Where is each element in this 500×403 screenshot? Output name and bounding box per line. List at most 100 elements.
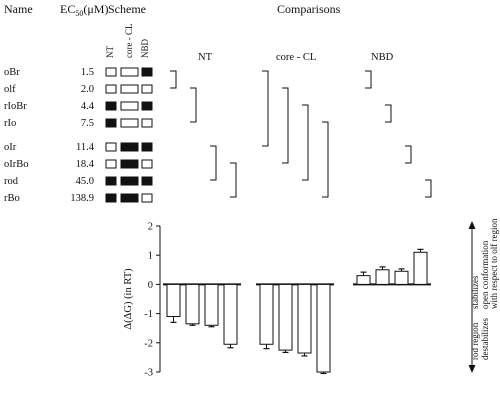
comparison-group-label: core - CL bbox=[276, 52, 316, 63]
header-name: Name bbox=[4, 2, 33, 16]
comparison-bracket bbox=[365, 70, 372, 89]
y-tick-label: -2 bbox=[144, 338, 153, 349]
bar bbox=[413, 251, 428, 285]
construct-name: oIr bbox=[4, 142, 17, 153]
comparison-bracket bbox=[230, 162, 237, 198]
scheme-box bbox=[105, 67, 117, 77]
comparison-bracket bbox=[262, 70, 269, 147]
bar bbox=[375, 269, 390, 285]
construct-row: oIr 11.4 bbox=[4, 142, 153, 153]
y-tick-label: -3 bbox=[144, 368, 153, 379]
y-tick-label: -1 bbox=[144, 309, 153, 320]
scheme-box bbox=[141, 84, 153, 94]
y-tick-label: 2 bbox=[148, 222, 153, 233]
bar bbox=[316, 283, 331, 373]
comparison-bracket bbox=[170, 70, 177, 89]
header-scheme: Scheme bbox=[108, 2, 146, 16]
scheme-box bbox=[141, 142, 153, 152]
construct-row: rBo 138.9 bbox=[4, 193, 153, 204]
header-comparisons: Comparisons bbox=[277, 2, 341, 16]
scheme-box bbox=[105, 159, 117, 169]
annotation-line: stabilizes bbox=[470, 275, 480, 309]
comparison-bracket bbox=[190, 87, 197, 123]
construct-row: rod 45.0 bbox=[4, 176, 153, 187]
annotation-line: open conformation bbox=[480, 240, 490, 309]
construct-row: rIoBr 4.4 bbox=[4, 101, 153, 112]
construct-name: rod bbox=[4, 176, 19, 187]
scheme-box bbox=[105, 193, 117, 203]
construct-row: oIrBo 18.4 bbox=[4, 159, 153, 170]
scheme-box bbox=[141, 67, 153, 77]
scheme-box bbox=[105, 101, 117, 111]
bar bbox=[223, 283, 238, 345]
scheme-box bbox=[120, 193, 139, 203]
comparison-bracket bbox=[385, 104, 392, 123]
construct-row: rIo 7.5 bbox=[4, 118, 153, 129]
scheme-box bbox=[120, 84, 139, 94]
construct-name: oBr bbox=[4, 67, 20, 78]
bar bbox=[259, 283, 274, 345]
scheme-box bbox=[120, 159, 139, 169]
construct-row: oBr 1.5 bbox=[4, 67, 153, 78]
scheme-col-label: core - CL bbox=[124, 24, 134, 58]
annotation-line: rod region bbox=[470, 322, 480, 360]
bar bbox=[394, 270, 409, 285]
scheme-box bbox=[105, 176, 117, 186]
comparison-bracket bbox=[210, 145, 217, 181]
scheme-col-label: NT bbox=[105, 46, 115, 58]
comparison-bracket bbox=[322, 121, 329, 198]
scheme-box bbox=[120, 176, 139, 186]
comparison-bracket bbox=[302, 104, 309, 181]
construct-name: rBo bbox=[4, 193, 20, 204]
scheme-box bbox=[141, 176, 153, 186]
scheme-box bbox=[105, 118, 117, 128]
comparison-bracket bbox=[282, 87, 289, 164]
scheme-box bbox=[120, 101, 139, 111]
comparison-brackets bbox=[170, 70, 432, 198]
ec50-value: 2.0 bbox=[81, 84, 94, 95]
bar bbox=[166, 283, 181, 318]
ec50-value: 138.9 bbox=[70, 193, 94, 204]
ec50-value: 18.4 bbox=[76, 159, 95, 170]
construct-row: olf 2.0 bbox=[4, 84, 153, 95]
scheme-box bbox=[141, 101, 153, 111]
scheme-box bbox=[141, 193, 153, 203]
bar bbox=[356, 275, 371, 285]
scheme-box bbox=[141, 118, 153, 128]
bar bbox=[185, 283, 200, 325]
construct-table: oBr 1.5 olf 2.0 rIoBr 4.4 rIo 7.5 oIr 11.4 oIrBo 18… bbox=[4, 67, 153, 204]
comparison-group-label: NT bbox=[198, 52, 213, 63]
bar bbox=[297, 283, 312, 354]
scheme-box bbox=[120, 67, 139, 77]
y-tick-label: 1 bbox=[148, 251, 153, 262]
construct-name: rIoBr bbox=[4, 101, 27, 112]
interpretation-annotation: stabilizes open conformation with respect … bbox=[468, 218, 499, 373]
scheme-column-labels: NT core - CL NBD bbox=[105, 24, 150, 58]
ec50-value: 11.4 bbox=[76, 142, 95, 153]
header-ec50: EC50(μM) bbox=[60, 2, 108, 18]
y-tick-label: 0 bbox=[148, 280, 153, 291]
bar bbox=[204, 283, 219, 326]
arrow-down-icon bbox=[468, 365, 476, 373]
arrow-up-icon bbox=[468, 221, 476, 229]
comparison-group-label: NBD bbox=[371, 52, 394, 63]
bar bbox=[278, 283, 293, 351]
construct-name: olf bbox=[4, 84, 16, 95]
ec50-value: 45.0 bbox=[76, 176, 94, 187]
annotation-line: with respect to olf region bbox=[489, 218, 499, 309]
scheme-box bbox=[120, 142, 139, 152]
scheme-box bbox=[105, 84, 117, 94]
ec50-value: 1.5 bbox=[81, 67, 94, 78]
ddg-bar-chart: -3 -2 -1 0 1 2 Δ(ΔG) (in RT) bbox=[123, 222, 431, 379]
ec50-value: 4.4 bbox=[81, 101, 95, 112]
comparison-bracket bbox=[405, 145, 412, 164]
comparison-bracket bbox=[425, 179, 432, 198]
construct-name: rIo bbox=[4, 118, 16, 129]
scheme-box bbox=[105, 142, 117, 152]
scheme-col-label: NBD bbox=[140, 38, 150, 58]
scheme-box bbox=[141, 159, 153, 169]
comparison-group-labels: NT core - CL NBD bbox=[198, 52, 394, 63]
ec50-value: 7.5 bbox=[81, 118, 94, 129]
